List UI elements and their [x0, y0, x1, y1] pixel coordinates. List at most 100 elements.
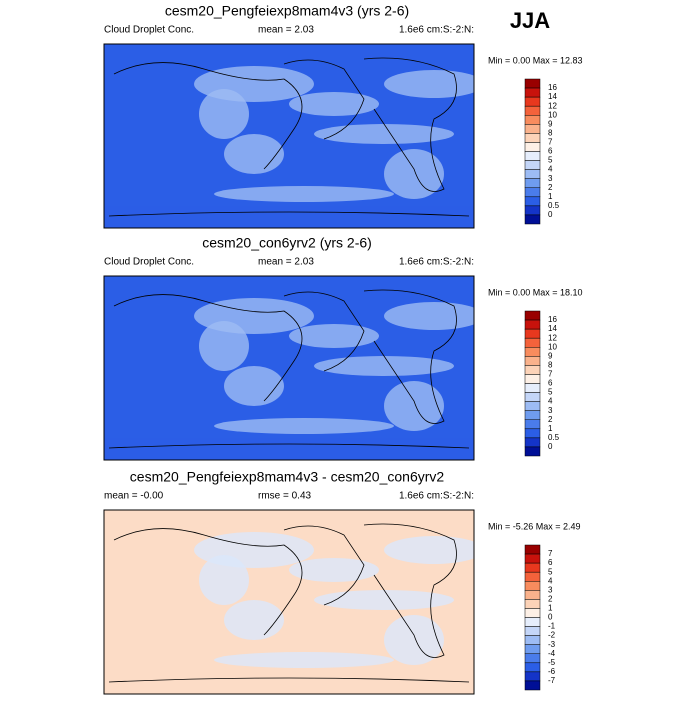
- colorbar-box: [524, 328, 541, 339]
- map-frame: [103, 43, 475, 229]
- colorbar-box: [524, 356, 541, 366]
- colorbar-label: 7: [548, 138, 553, 147]
- map-frame: [103, 275, 475, 461]
- map-patch: [214, 418, 394, 434]
- colorbar-label: 16: [548, 83, 557, 92]
- colorbar-label: -7: [548, 676, 556, 685]
- units-label: 1.6e6 cm:S:-2:N:: [399, 25, 474, 36]
- colorbar-label: 0: [548, 442, 553, 451]
- colorbar-box: [524, 401, 541, 411]
- map-patch: [314, 356, 454, 376]
- map-patch: [199, 321, 249, 371]
- colorbar-label: 1: [548, 604, 553, 613]
- colorbar-box: [524, 151, 541, 161]
- colorbar-label: 7: [548, 370, 553, 379]
- colorbar-box: [524, 160, 541, 170]
- map: [104, 510, 474, 694]
- colorbar-box: [524, 446, 541, 457]
- colorbar-box: [524, 599, 541, 609]
- stat-label: rmse = 0.43: [258, 491, 312, 502]
- panel-title: cesm20_Pengfeiexp8mam4v3 - cesm20_con6yr…: [130, 469, 445, 485]
- colorbar-label: 0: [548, 210, 553, 219]
- map-band: [104, 672, 474, 694]
- colorbar-box: [524, 626, 541, 636]
- map-patch: [384, 70, 474, 98]
- colorbar-label: 12: [548, 101, 557, 110]
- colorbar-label: 7: [548, 549, 553, 558]
- map-patch: [214, 186, 394, 202]
- colorbar-label: 1: [548, 192, 553, 201]
- panel-title: cesm20_con6yrv2 (yrs 2-6): [202, 235, 372, 251]
- left-label: mean = -0.00: [104, 491, 164, 502]
- colorbar-label: 14: [548, 92, 557, 101]
- colorbar-label: 5: [548, 567, 553, 576]
- stat-label: mean = 2.03: [258, 257, 314, 268]
- colorbar-box: [524, 590, 541, 600]
- colorbar-label: 8: [548, 128, 553, 137]
- left-label: Cloud Droplet Conc.: [104, 257, 194, 268]
- colorbar-label: -1: [548, 622, 556, 631]
- colorbar-box: [524, 96, 541, 107]
- colorbar-box: [524, 178, 541, 188]
- colorbar-label: 2: [548, 183, 553, 192]
- colorbar-box: [524, 319, 541, 330]
- colorbar-label: 3: [548, 406, 553, 415]
- colorbar-box: [524, 205, 541, 216]
- colorbar-box: [524, 214, 541, 225]
- map-patch: [384, 149, 444, 199]
- colorbar-box: [524, 553, 541, 564]
- colorbar-box: [524, 105, 541, 116]
- colorbar-label: 12: [548, 333, 557, 342]
- map-band: [104, 206, 474, 228]
- map-patch: [224, 600, 284, 640]
- colorbar-label: 16: [548, 315, 557, 324]
- colorbar-label: 5: [548, 388, 553, 397]
- min-max: Min = 0.00 Max = 18.10: [488, 287, 583, 297]
- colorbar-label: -5: [548, 658, 556, 667]
- map-patch: [314, 124, 454, 144]
- colorbar-box: [524, 142, 541, 152]
- colorbar-box: [524, 124, 541, 134]
- colorbar-label: 0: [548, 613, 553, 622]
- map-patch: [224, 366, 284, 406]
- coastline: [108, 57, 470, 217]
- colorbar-box: [524, 347, 541, 357]
- left-label: Cloud Droplet Conc.: [104, 25, 194, 36]
- colorbar-label: 6: [548, 147, 553, 156]
- colorbar-box: [524, 337, 541, 348]
- colorbar-box: [524, 635, 541, 645]
- colorbar-box: [524, 662, 541, 673]
- units-label: 1.6e6 cm:S:-2:N:: [399, 491, 474, 502]
- colorbar-label: 4: [548, 576, 553, 585]
- map-patch: [384, 302, 474, 330]
- colorbar-label: 6: [548, 379, 553, 388]
- units-label: 1.6e6 cm:S:-2:N:: [399, 257, 474, 268]
- colorbar-label: 5: [548, 156, 553, 165]
- colorbar-box: [524, 581, 541, 591]
- colorbar-label: 4: [548, 397, 553, 406]
- colorbar-label: 4: [548, 165, 553, 174]
- colorbar-box: [524, 617, 541, 627]
- colorbar-box: [524, 419, 541, 430]
- colorbar-box: [524, 169, 541, 179]
- coastline: [108, 523, 470, 683]
- colorbar-label: 10: [548, 342, 557, 351]
- colorbar-box: [524, 544, 541, 555]
- colorbar-label: 0.5: [548, 433, 560, 442]
- map-patch: [199, 555, 249, 605]
- map-patch: [289, 92, 379, 116]
- map-patch: [224, 134, 284, 174]
- colorbar-box: [524, 374, 541, 384]
- colorbar-box: [524, 437, 541, 448]
- map: [104, 276, 474, 460]
- colorbar-box: [524, 187, 541, 198]
- colorbar-box: [524, 680, 541, 691]
- colorbar-box: [524, 310, 541, 321]
- colorbar-box: [524, 78, 541, 89]
- colorbar-box: [524, 365, 541, 375]
- colorbar-box: [524, 133, 541, 143]
- map-patch: [289, 558, 379, 582]
- colorbar-label: 3: [548, 585, 553, 594]
- colorbar-label: 14: [548, 324, 557, 333]
